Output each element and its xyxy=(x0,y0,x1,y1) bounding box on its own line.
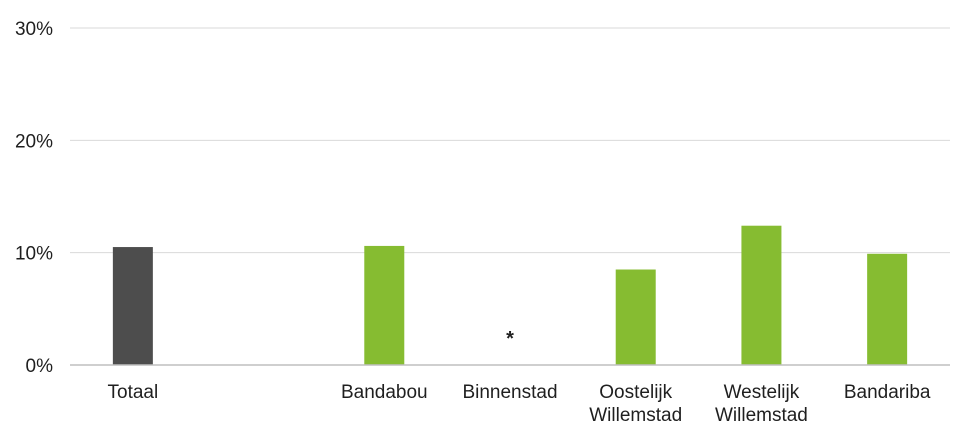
bar xyxy=(741,225,782,365)
x-tick-label: Willemstad xyxy=(589,405,682,426)
annotation-asterisk: * xyxy=(506,328,514,350)
x-tick-label: Binnenstad xyxy=(462,382,557,403)
labels: 0% 10% 20% 30% Totaal Bandabou Binnenstad Ooste… xyxy=(15,19,931,426)
bar xyxy=(867,253,908,365)
bars xyxy=(112,225,908,365)
x-tick-label: Willemstad xyxy=(715,405,808,426)
x-tick-label: Bandariba xyxy=(844,382,931,403)
y-tick-label: 30% xyxy=(15,19,53,40)
y-tick-label: 0% xyxy=(26,356,54,377)
bar xyxy=(364,245,405,365)
x-tick-label: Totaal xyxy=(108,382,159,403)
x-tick-label: Oostelijk xyxy=(599,382,672,403)
y-tick-label: 20% xyxy=(15,131,53,152)
y-tick-label: 10% xyxy=(15,244,53,265)
x-tick-label: Bandabou xyxy=(341,382,428,403)
bar xyxy=(112,247,153,365)
bar xyxy=(615,269,656,365)
x-tick-label: Westelijk xyxy=(724,382,800,403)
gridlines xyxy=(70,27,950,254)
